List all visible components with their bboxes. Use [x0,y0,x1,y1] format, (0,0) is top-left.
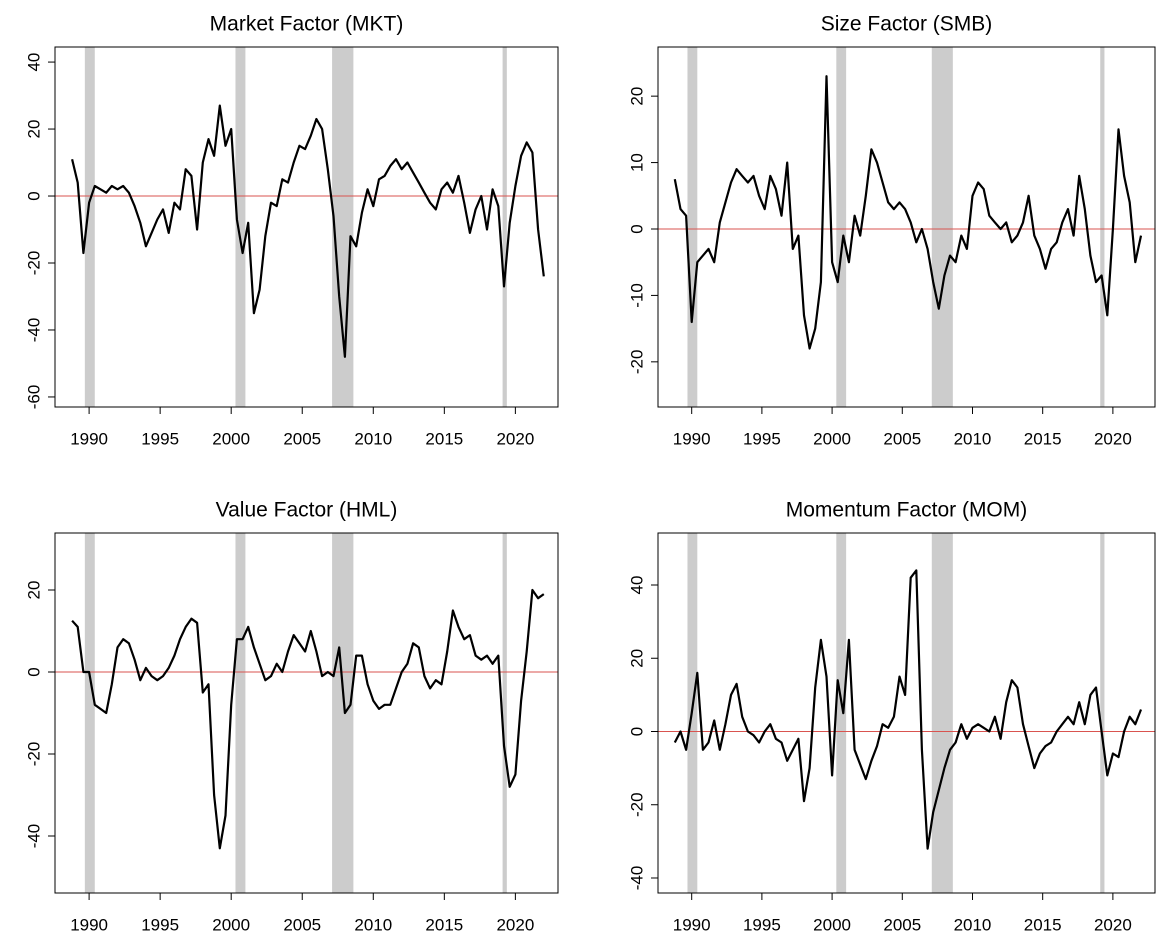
x-tick-label: 2015 [425,429,463,448]
y-tick-label: 0 [627,224,646,233]
x-tick-label: 1995 [743,429,781,448]
x-tick-label: 2020 [1094,915,1132,934]
x-tick-label: 2010 [354,429,392,448]
recession-band [1100,47,1105,407]
y-tick-label: -20 [24,742,43,767]
x-tick-label: 1990 [70,429,108,448]
x-tick-label: 2010 [954,429,992,448]
chart-title: Momentum Factor (MOM) [786,499,1028,522]
x-tick-label: 2015 [425,915,463,934]
panel: Momentum Factor (MOM) 1990 1995 2000 2005 201… [627,499,1156,934]
recession-band [502,533,507,893]
x-tick-label: 2000 [212,915,250,934]
recession-band [502,47,507,407]
recession-band [687,47,698,407]
x-tick-label: 1990 [673,915,711,934]
x-tick-label: 2015 [1024,915,1062,934]
y-tick-label: 0 [24,667,43,676]
x-tick-label: 2020 [496,915,534,934]
recession-band [1100,533,1105,893]
recession-band [332,533,354,893]
x-tick-label: 2005 [883,915,921,934]
x-tick-label: 1990 [673,429,711,448]
factor-line [673,569,1143,850]
plot-frame [657,532,1156,894]
y-tick-label: 20 [24,581,43,600]
y-tick-label: 20 [627,649,646,668]
x-tick-label: 1990 [70,915,108,934]
x-tick-label: 2005 [283,429,321,448]
panel: Value Factor (HML) 1990 1995 2000 2005 2010 20… [24,499,559,934]
y-tick-label: -20 [627,792,646,817]
plot-frame [657,46,1156,408]
chart-title: Value Factor (HML) [216,499,398,522]
chart-title: Market Factor (MKT) [210,13,404,36]
recession-band [235,47,246,407]
factor-line [71,104,545,358]
recession-band [836,47,847,407]
y-tick-label: -40 [24,824,43,849]
y-tick-label: -40 [24,318,43,343]
y-tick-label: 40 [24,53,43,72]
y-tick-label: -60 [24,385,43,410]
x-tick-label: 2000 [813,915,851,934]
chart-title: Size Factor (SMB) [821,13,993,36]
recession-band [836,533,847,893]
recession-band [931,47,953,407]
panel: Size Factor (SMB)1990 1995 2000 2005 2010 201… [627,13,1156,448]
factor-line [71,588,545,850]
recession-band [931,533,953,893]
y-tick-label: 20 [627,87,646,106]
y-tick-label: 0 [627,727,646,736]
x-tick-label: 1995 [141,429,179,448]
recession-band [235,533,246,893]
y-tick-label: -20 [24,251,43,276]
x-tick-label: 2020 [1094,429,1132,448]
recession-band [84,47,95,407]
plot-frame [54,46,559,408]
plot-frame [54,532,559,894]
recession-band [332,47,354,407]
x-tick-label: 2020 [496,429,534,448]
x-tick-label: 2010 [354,915,392,934]
x-tick-label: 2005 [883,429,921,448]
x-tick-label: 1995 [743,915,781,934]
y-tick-label: 40 [627,576,646,595]
y-tick-label: -10 [627,283,646,308]
y-tick-label: 0 [24,191,43,200]
recession-band [84,533,95,893]
y-tick-label: -40 [627,866,646,891]
y-tick-label: 10 [627,153,646,172]
y-tick-label: -20 [627,350,646,375]
x-tick-label: 2000 [212,429,250,448]
x-tick-label: 2000 [813,429,851,448]
x-tick-label: 2005 [283,915,321,934]
x-tick-label: 1995 [141,915,179,934]
panel: Market Factor (MKT) 1990 1995 2000 2005 2010 2… [24,13,559,448]
factor-line [673,75,1143,350]
x-tick-label: 2015 [1024,429,1062,448]
x-tick-label: 2010 [954,915,992,934]
y-tick-label: 20 [24,120,43,139]
